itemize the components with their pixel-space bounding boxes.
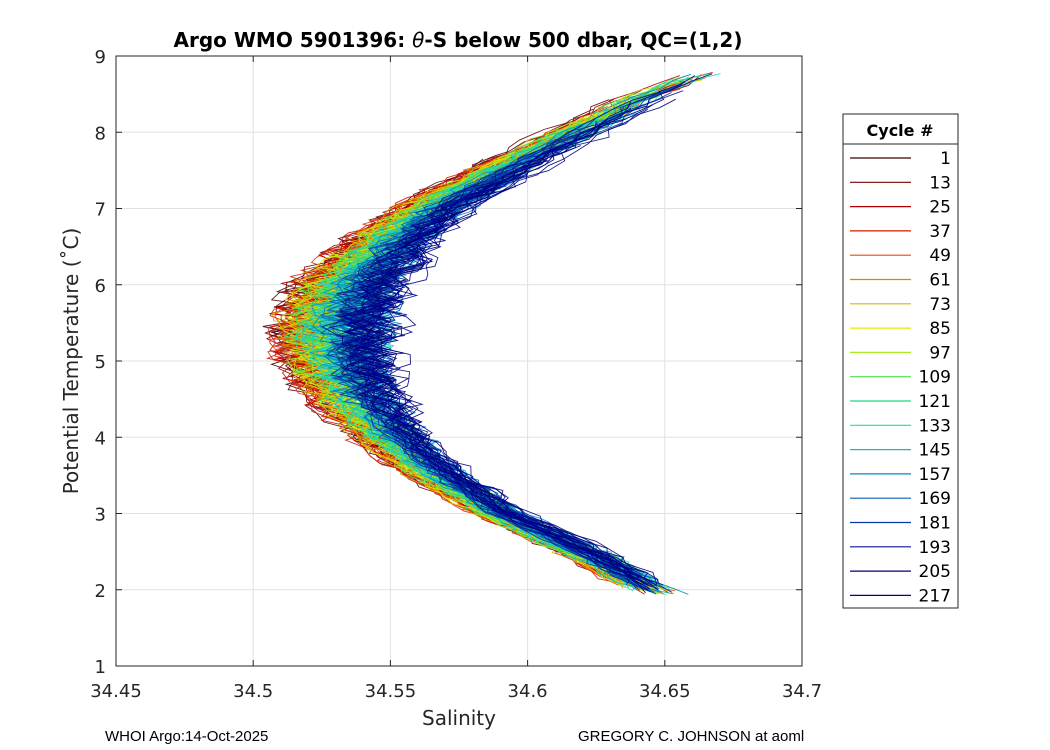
theta-s-curve [364, 170, 657, 587]
theta-s-curve [360, 170, 664, 586]
legend-label: 37 [929, 222, 951, 242]
legend-label: 169 [919, 489, 951, 509]
theta-s-curve [341, 189, 649, 586]
title-suffix: -S below 500 dbar, QC=(1,2) [424, 28, 742, 52]
y-tick-label: 6 [95, 276, 106, 297]
legend-label: 1 [940, 149, 951, 169]
theta-s-curve [345, 137, 650, 592]
legend-label: 193 [919, 538, 951, 558]
x-axis-label: Salinity [422, 706, 496, 730]
theta-s-curve [340, 169, 639, 576]
y-tick-label: 5 [95, 352, 106, 373]
theta-s-curves [262, 71, 721, 596]
legend: Cycle # 1 13 25 37 49 61 73 85 97 109 121 133 145 157… [842, 113, 959, 609]
legend-label: 217 [919, 586, 951, 606]
theta-s-curve [277, 91, 649, 582]
legend-title: Cycle # [867, 121, 934, 140]
legend-items: 1 13 25 37 49 61 73 85 97 109 121 133 145 157 169 181 19… [850, 149, 951, 606]
y-axis-label: Potential Temperature (˚C) [59, 228, 83, 495]
y-tick-label: 7 [95, 200, 106, 221]
y-tick-label: 8 [95, 123, 106, 144]
x-tick-label: 34.5 [233, 681, 273, 702]
legend-label: 85 [929, 319, 951, 339]
theta-s-curve [335, 151, 659, 591]
legend-label: 97 [929, 343, 951, 363]
legend-label: 205 [919, 562, 951, 582]
legend-label: 181 [919, 514, 951, 534]
y-tick-label: 2 [95, 581, 106, 602]
legend-label: 73 [929, 295, 951, 315]
legend-label: 61 [929, 271, 951, 291]
y-tick-label: 1 [95, 657, 106, 678]
legend-box [842, 113, 959, 609]
y-tick-label: 3 [95, 505, 106, 526]
legend-label: 133 [919, 416, 951, 436]
x-tick-label: 34.6 [508, 681, 548, 702]
title-theta: θ [412, 28, 424, 52]
legend-label: 13 [929, 173, 951, 193]
legend-label: 121 [919, 392, 951, 412]
title-prefix: Argo WMO 5901396: [174, 28, 413, 52]
x-tick-label: 34.7 [782, 681, 822, 702]
x-tick-label: 34.45 [90, 681, 142, 702]
footer-left: WHOI Argo:14-Oct-2025 [105, 728, 268, 745]
legend-label: 25 [929, 198, 951, 218]
x-tick-label: 34.55 [365, 681, 417, 702]
x-tick-label: 34.65 [639, 681, 691, 702]
legend-label: 109 [919, 368, 951, 388]
legend-label: 49 [929, 246, 951, 266]
chart-title: Argo WMO 5901396: θ-S below 500 dbar, QC… [174, 28, 743, 52]
footer-right: GREGORY C. JOHNSON at aoml [578, 728, 804, 745]
legend-label: 145 [919, 441, 951, 461]
y-tick-label: 4 [95, 428, 106, 449]
y-tick-label: 9 [95, 47, 106, 68]
legend-label: 157 [919, 465, 951, 485]
axis-ticks: 34.45 34.5 34.55 34.6 34.65 34.7 1 2 3 4 5 6 7 8 9 [90, 47, 822, 702]
theta-s-curve [266, 171, 607, 576]
